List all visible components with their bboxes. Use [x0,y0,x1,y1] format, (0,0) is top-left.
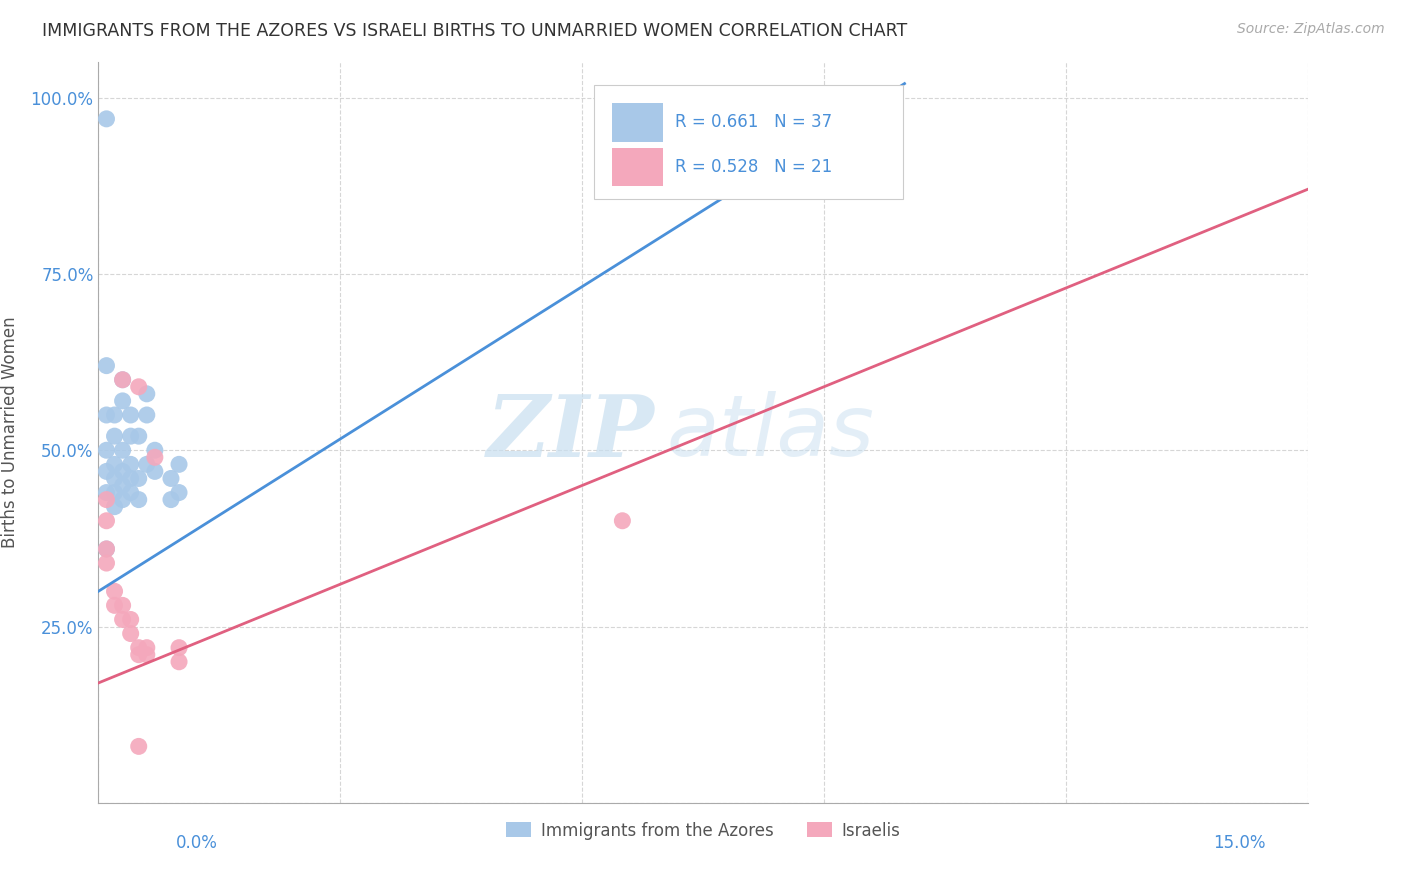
Point [96,359,118,373]
Text: ZIP: ZIP [486,391,655,475]
Point [167,655,190,669]
Point [160,471,183,485]
Point [96,514,118,528]
Point [103,584,125,599]
Point [111,373,134,387]
FancyBboxPatch shape [595,85,903,200]
Text: R = 0.528   N = 21: R = 0.528 N = 21 [675,158,832,176]
Point [143,443,166,458]
FancyBboxPatch shape [613,147,664,186]
Point [120,408,142,422]
Point [103,500,125,514]
Text: 0.0%: 0.0% [176,834,218,852]
Point [167,458,190,472]
Text: IMMIGRANTS FROM THE AZORES VS ISRAELI BIRTHS TO UNMARRIED WOMEN CORRELATION CHAR: IMMIGRANTS FROM THE AZORES VS ISRAELI BI… [42,22,907,40]
Point [120,612,142,626]
Point [111,478,134,492]
Point [103,485,125,500]
Point [111,492,134,507]
Point [128,471,150,485]
Point [128,739,150,754]
Point [96,112,118,126]
Text: R = 0.661   N = 37: R = 0.661 N = 37 [675,113,832,131]
Text: Source: ZipAtlas.com: Source: ZipAtlas.com [1237,22,1385,37]
Y-axis label: Births to Unmarried Women: Births to Unmarried Women [1,317,20,549]
Point [167,640,190,655]
Point [111,443,134,458]
Point [96,541,118,556]
Point [128,380,150,394]
Point [120,471,142,485]
Legend: Immigrants from the Azores, Israelis: Immigrants from the Azores, Israelis [499,815,907,847]
Point [135,408,157,422]
Point [96,464,118,478]
Point [96,443,118,458]
Point [96,485,118,500]
Point [96,556,118,570]
Point [103,471,125,485]
Point [96,541,118,556]
Point [143,464,166,478]
Point [120,458,142,472]
Point [103,458,125,472]
Point [128,429,150,443]
Point [128,648,150,662]
Point [103,429,125,443]
Point [135,458,157,472]
Point [120,626,142,640]
FancyBboxPatch shape [613,103,664,142]
Point [111,393,134,408]
Point [120,485,142,500]
Point [612,514,634,528]
Point [167,485,190,500]
Point [160,492,183,507]
Point [103,408,125,422]
Point [96,408,118,422]
Point [111,599,134,613]
Point [111,464,134,478]
Point [103,599,125,613]
Point [111,373,134,387]
Point [135,648,157,662]
Point [96,492,118,507]
Text: 15.0%: 15.0% [1213,834,1265,852]
Point [111,612,134,626]
Point [143,450,166,465]
Text: atlas: atlas [666,391,875,475]
Point [135,640,157,655]
Point [813,91,835,105]
Point [135,387,157,401]
Point [128,492,150,507]
Point [128,640,150,655]
Point [120,429,142,443]
